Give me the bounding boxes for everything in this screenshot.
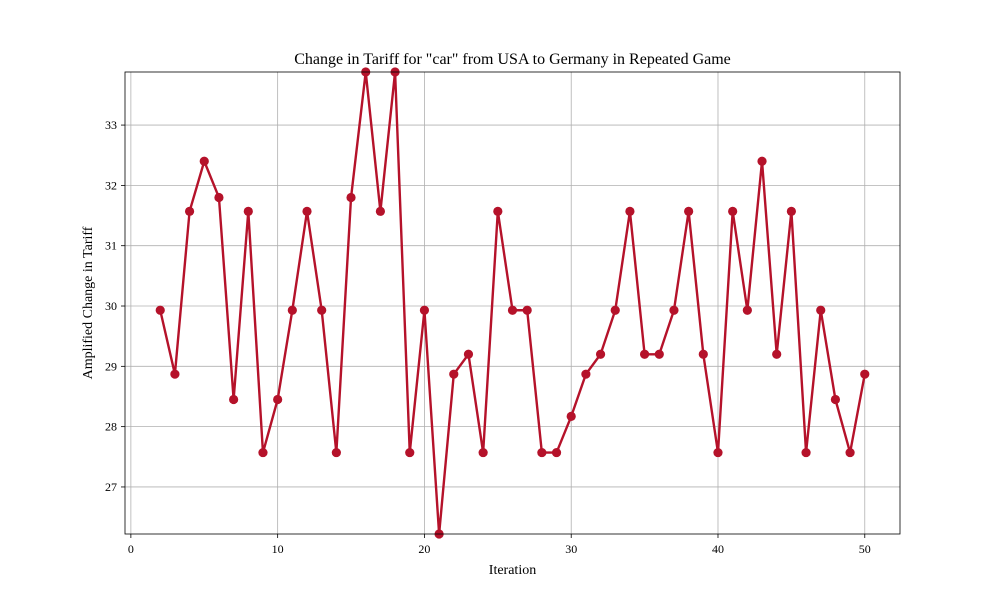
data-point: [419, 305, 430, 315]
data-point: [170, 369, 180, 379]
data-point: [302, 206, 312, 216]
data-point: [566, 411, 576, 421]
data-point: [654, 349, 664, 359]
data-point: [786, 206, 796, 216]
data-point: [287, 305, 297, 315]
axis-ticks: 0 10 20 30 40 50 27 28 29 30 31 32 33: [105, 118, 871, 556]
data-point: [478, 447, 488, 458]
data-point: [684, 206, 694, 216]
y-tick-label: 33: [105, 118, 117, 132]
y-tick-label: 30: [105, 299, 117, 313]
data-point: [772, 349, 782, 359]
y-tick-label: 27: [105, 480, 117, 494]
data-point: [317, 305, 327, 315]
data-point: [551, 447, 562, 458]
data-point: [258, 447, 268, 458]
y-tick-label: 28: [105, 420, 117, 434]
x-tick-label: 40: [712, 542, 724, 556]
data-point: [273, 394, 283, 405]
data-point: [640, 349, 650, 359]
x-axis-label: Iteration: [489, 563, 536, 578]
data-point: [581, 369, 591, 379]
data-point: [449, 369, 459, 379]
data-point: [610, 305, 620, 315]
series-line: [159, 70, 866, 536]
data-point: [595, 349, 606, 359]
data-point: [507, 305, 518, 315]
data-point: [155, 305, 165, 315]
data-point: [816, 305, 826, 315]
data-point: [493, 206, 503, 216]
data-point: [243, 206, 253, 216]
series-layer: [155, 67, 870, 539]
y-tick-label: 31: [105, 239, 117, 253]
x-tick-label: 20: [418, 542, 430, 556]
grid-lines: [125, 72, 900, 534]
x-tick-label: 30: [565, 542, 577, 556]
data-point: [331, 447, 341, 458]
chart-title: Change in Tariff for "car" from USA to G…: [294, 51, 731, 68]
data-point: [845, 447, 855, 458]
data-point: [229, 394, 239, 405]
plot-frame: [124, 71, 901, 535]
data-point: [830, 394, 841, 405]
data-point: [463, 349, 474, 359]
data-point: [742, 305, 752, 315]
data-point: [537, 447, 547, 458]
data-point: [214, 192, 224, 203]
data-point: [199, 156, 209, 166]
data-point: [405, 447, 415, 458]
data-point: [801, 447, 811, 458]
x-tick-label: 10: [272, 542, 284, 556]
data-point: [346, 192, 356, 203]
y-axis-label: Amplified Change in Tariff: [81, 226, 96, 379]
data-point: [375, 206, 385, 216]
data-point: [757, 156, 767, 166]
x-tick-label: 50: [859, 542, 871, 556]
data-point: [625, 206, 635, 216]
data-point: [713, 447, 723, 458]
data-point: [698, 349, 708, 359]
data-point: [522, 305, 532, 315]
data-point: [728, 206, 738, 216]
data-point: [860, 369, 870, 379]
data-point: [669, 305, 679, 315]
y-tick-label: 29: [105, 359, 117, 373]
data-point: [184, 206, 195, 216]
x-tick-label: 0: [128, 542, 134, 556]
y-tick-label: 32: [105, 178, 117, 192]
